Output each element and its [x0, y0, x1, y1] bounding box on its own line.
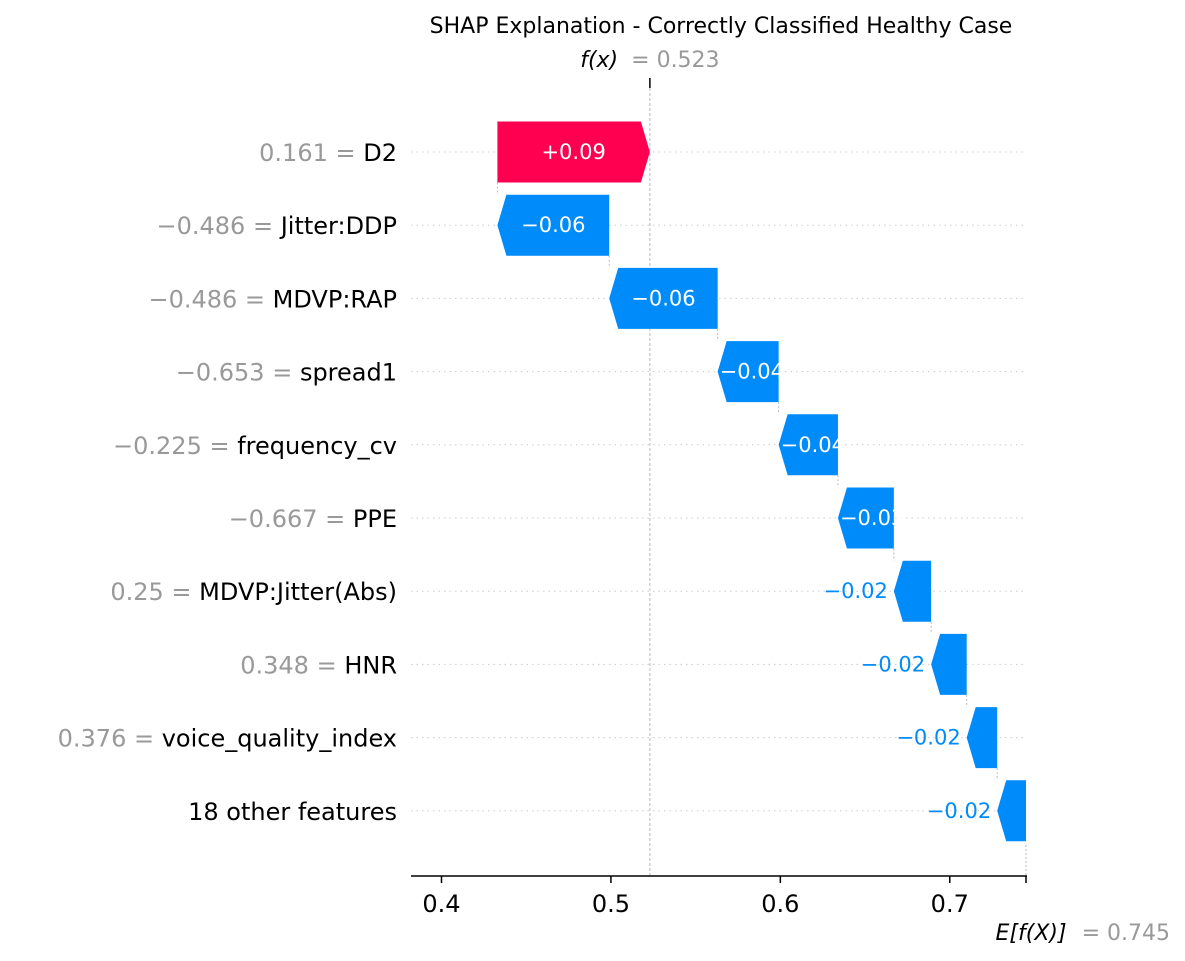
feature-name: spread1 [300, 359, 397, 387]
feature-value: −0.486 [148, 285, 237, 313]
feature-value: −0.653 [176, 359, 265, 387]
bar-value-label: −0.06 [631, 286, 695, 310]
shap-bar [497, 194, 610, 256]
feature-name: frequency_cv [237, 432, 397, 460]
feature-name: D2 [363, 139, 397, 167]
feature-value: 0.348 [240, 651, 309, 679]
bar-value-label: −0.02 [823, 579, 887, 603]
fx-value-label: f(x) = 0.523 [580, 48, 719, 73]
bar-value-label: −0.03 [840, 506, 904, 530]
feature-equals: = [126, 725, 161, 753]
x-tick-label: 0.6 [761, 890, 799, 918]
feature-label: 0.25 = MDVP:Jitter(Abs) [110, 578, 397, 606]
fx-equals: = 0.523 [631, 48, 719, 73]
feature-name: 18 other features [188, 798, 397, 826]
feature-name: voice_quality_index [162, 725, 397, 753]
x-tick-label: 0.5 [592, 890, 630, 918]
feature-value: 0.376 [58, 725, 127, 753]
feature-equals: = [237, 285, 272, 313]
feature-equals: = [318, 505, 353, 533]
bar-value-label: −0.02 [896, 726, 960, 750]
feature-equals: = [202, 432, 237, 460]
shap-bar [997, 780, 1026, 842]
x-tick-label: 0.7 [931, 890, 969, 918]
feature-name: MDVP:Jitter(Abs) [199, 578, 397, 606]
feature-label: −0.225 = frequency_cv [113, 432, 397, 460]
feature-equals: = [309, 651, 344, 679]
feature-labels: 0.161 = D2−0.486 = Jitter:DDP−0.486 = MD… [58, 139, 397, 826]
feature-equals: = [265, 359, 300, 387]
expected-value-label: E[f(X)] = 0.745 [996, 921, 1170, 946]
bar-value-label: +0.09 [541, 140, 605, 164]
feature-name: HNR [344, 651, 397, 679]
feature-name: MDVP:RAP [273, 285, 397, 313]
bar-value-label: −0.06 [521, 213, 585, 237]
x-axis: 0.4 0.5 0.6 0.7 [411, 875, 1027, 918]
feature-equals: = [245, 212, 280, 240]
expected-equals: = 0.745 [1082, 921, 1170, 946]
feature-label: 0.376 = voice_quality_index [58, 725, 397, 753]
feature-value: −0.667 [229, 505, 318, 533]
bars: +0.09 −0.06 −0.06 −0.04 −0.04 −0.03 −0.02 −0.02… [497, 121, 1026, 842]
feature-equals: = [164, 578, 199, 606]
expected-symbol: E[f(X)] [996, 921, 1067, 946]
shap-bar [931, 633, 967, 695]
feature-equals: = [328, 139, 363, 167]
feature-label: −0.653 = spread1 [176, 359, 397, 387]
feature-label: 0.161 = D2 [259, 139, 397, 167]
grid-lines [411, 151, 1026, 812]
bar-value-label: −0.04 [781, 433, 845, 457]
fx-symbol: f(x) [580, 48, 618, 73]
feature-label: −0.486 = Jitter:DDP [157, 212, 398, 240]
feature-value: −0.225 [113, 432, 202, 460]
feature-value: 0.25 [110, 578, 163, 606]
feature-label: 0.348 = HNR [240, 651, 397, 679]
feature-value: −0.486 [157, 212, 246, 240]
shap-bar [497, 121, 650, 183]
guide-lines [496, 78, 1027, 876]
bar-value-label: −0.02 [861, 652, 925, 676]
shap-bar [717, 341, 779, 403]
feature-name: Jitter:DDP [279, 212, 397, 240]
feature-label: 18 other features [188, 798, 397, 826]
shap-bar [609, 267, 718, 329]
bar-value-label: −0.02 [927, 799, 991, 823]
shap-bar [837, 487, 894, 549]
chart-title: SHAP Explanation - Correctly Classified … [430, 14, 1013, 39]
x-tick-label: 0.4 [422, 890, 460, 918]
shap-bar [778, 414, 838, 476]
shap-bar [966, 707, 998, 769]
shap-bar [893, 560, 932, 622]
feature-label: −0.486 = MDVP:RAP [148, 285, 397, 313]
feature-name: PPE [353, 505, 397, 533]
feature-label: −0.667 = PPE [229, 505, 397, 533]
feature-value: 0.161 [259, 139, 328, 167]
bar-value-label: −0.04 [720, 360, 784, 384]
